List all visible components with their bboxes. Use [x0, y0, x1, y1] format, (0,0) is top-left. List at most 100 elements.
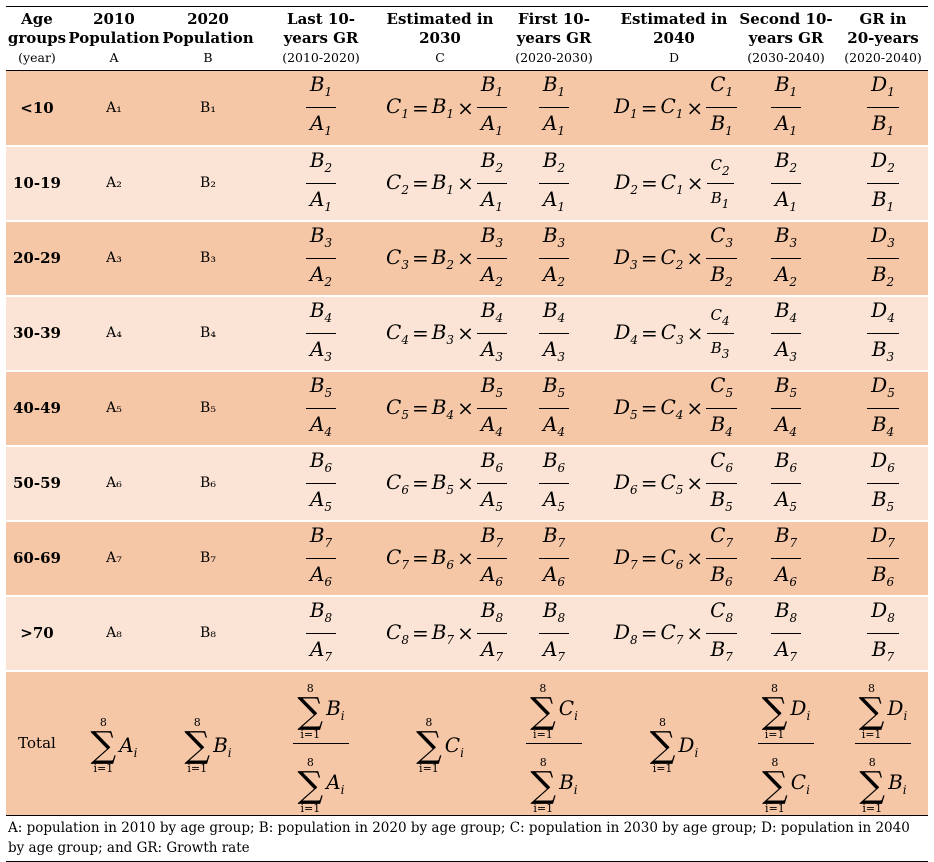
- column-header: Estimated in 2040 D: [614, 6, 734, 71]
- total-row: Total 8 ∑ i=1 Ai 8 ∑ i=1 Bi 8 ∑ i=1 Bi 8 ∑ i=1 Ai 8 ∑ i=1 Ci…: [6, 669, 928, 815]
- gr-20-years-formula: D3 B2: [838, 219, 928, 296]
- column-header-line: A: [109, 50, 119, 65]
- column-header-line: Population: [162, 29, 254, 47]
- projection-table: Age groups (year) 2010 Population A 2020 Popula…: [6, 6, 928, 815]
- table-row: 40-49 A₅ B₅ B5 A4 C5 = B4 × B5 A4 B5 A4 D5 = C4 × C5 B4 B5 A…: [6, 369, 928, 446]
- estimate-2030-formula: C1 = B1 × B1 A1: [386, 70, 508, 146]
- column-header-line: 2030: [419, 29, 461, 47]
- column-header-line: Age: [21, 10, 53, 28]
- column-header: GR in 20-years (2020-2040): [838, 6, 928, 71]
- population-2020-cell: B₁: [160, 70, 256, 146]
- estimate-2040-formula: D4 = C3 × C4 B3: [614, 294, 734, 371]
- second-gr-formula: B7 A6: [734, 519, 838, 596]
- column-header-line: (2030-2040): [747, 50, 825, 65]
- column-header-line: (2010-2020): [282, 50, 360, 65]
- estimate-2030-formula: C8 = B7 × B8 A7: [386, 594, 508, 671]
- second-gr-formula: B6 A5: [734, 444, 838, 521]
- estimate-2040-formula: D6 = C5 × C6 B5: [614, 444, 738, 521]
- estimate-2030-formula: C7 = B6 × B7 A6: [386, 519, 508, 596]
- column-header-line: Population: [68, 29, 160, 47]
- gr-20-years-formula: D2 B1: [838, 144, 928, 221]
- first-gr-formula: B6 A5: [494, 444, 614, 521]
- population-2020-cell: B₄: [160, 294, 256, 371]
- second-gr-formula: B4 A3: [734, 294, 838, 371]
- total-2040-formula: 8 ∑ i=1 Di: [614, 669, 734, 815]
- first-gr-formula: B4 A3: [494, 294, 614, 371]
- gr-20-years-formula: D4 B3: [838, 294, 928, 371]
- last-gr-formula: B3 A2: [256, 219, 386, 296]
- last-gr-formula: B4 A3: [256, 294, 386, 371]
- column-header-line: years GR: [516, 29, 592, 47]
- column-header-line: groups: [7, 29, 67, 47]
- column-header-line: Last 10-: [287, 10, 355, 28]
- population-2020-cell: B₅: [160, 369, 256, 446]
- estimate-2040-formula: D7 = C6 × C7 B6: [614, 519, 738, 596]
- total-first-gr-formula: 8 ∑ i=1 Ci 8 ∑ i=1 Bi: [494, 669, 614, 815]
- age-group-cell: 30-39: [6, 294, 68, 371]
- last-gr-formula: B5 A4: [256, 369, 386, 446]
- column-header: Estimated in 2030 C: [386, 6, 494, 71]
- estimate-2030-formula: C4 = B3 × B4 A3: [386, 294, 508, 371]
- population-2020-cell: B₆: [160, 444, 256, 521]
- age-group-cell: <10: [6, 70, 68, 146]
- column-header: 2010 Population A: [68, 6, 160, 71]
- column-header-line: Estimated in: [386, 10, 494, 28]
- total-last-gr-formula: 8 ∑ i=1 Bi 8 ∑ i=1 Ai: [256, 669, 386, 815]
- column-header-line: 2020: [187, 10, 229, 28]
- second-gr-formula: B5 A4: [734, 369, 838, 446]
- first-gr-formula: B3 A2: [494, 219, 614, 296]
- estimate-2030-formula: C2 = B1 × B2 A1: [386, 144, 508, 221]
- column-header: Last 10- years GR (2010-2020): [256, 6, 386, 71]
- last-gr-formula: B6 A5: [256, 444, 386, 521]
- column-header-line: 20-years: [847, 29, 919, 47]
- population-2010-cell: A₃: [68, 219, 160, 296]
- estimate-2040-formula: D8 = C7 × C8 B7: [614, 594, 738, 671]
- age-group-cell: 20-29: [6, 219, 68, 296]
- total-label: Total: [6, 669, 68, 815]
- population-2020-cell: B₃: [160, 219, 256, 296]
- column-header-line: Second 10-: [739, 10, 833, 28]
- column-header-line: (year): [18, 50, 56, 65]
- population-2020-cell: B₈: [160, 594, 256, 671]
- column-header: First 10- years GR (2020-2030): [494, 6, 614, 71]
- second-gr-formula: B1 A1: [734, 70, 838, 146]
- header-row: Age groups (year) 2010 Population A 2020 Popula…: [6, 6, 928, 71]
- population-2010-cell: A₈: [68, 594, 160, 671]
- table-row: 20-29 A₃ B₃ B3 A2 C3 = B2 × B3 A2 B3 A2 D3 = C2 × C3 B2 B3 A…: [6, 219, 928, 296]
- column-header-line: years GR: [748, 29, 824, 47]
- table-row: <10 A₁ B₁ B1 A1 C1 = B1 × B1 A1 B1 A1 D1 = C1 × C1 B1 B1 A1 D…: [6, 70, 928, 146]
- total-gr-20-formula: 8 ∑ i=1 Di 8 ∑ i=1 Bi: [838, 669, 928, 815]
- column-header-line: years GR: [283, 29, 359, 47]
- gr-20-years-formula: D6 B5: [838, 444, 928, 521]
- population-2010-cell: A₅: [68, 369, 160, 446]
- population-2010-cell: A₆: [68, 444, 160, 521]
- estimate-2030-formula: C3 = B2 × B3 A2: [386, 219, 508, 296]
- column-header: 2020 Population B: [160, 6, 256, 71]
- population-2020-cell: B₂: [160, 144, 256, 221]
- first-gr-formula: B1 A1: [494, 70, 614, 146]
- table-row: 60-69 A₇ B₇ B7 A6 C7 = B6 × B7 A6 B7 A6 D7 = C6 × C7 B6 B7 A…: [6, 519, 928, 596]
- first-gr-formula: B8 A7: [494, 594, 614, 671]
- column-header-line: B: [203, 50, 213, 65]
- table-row: 10-19 A₂ B₂ B2 A1 C2 = B1 × B2 A1 B2 A1 D2 = C1 × C2 B1 B2 A…: [6, 144, 928, 221]
- column-header: Second 10- years GR (2030-2040): [734, 6, 838, 71]
- gr-20-years-formula: D7 B6: [838, 519, 928, 596]
- table-footnote: A: population in 2010 by age group; B: p…: [6, 814, 928, 862]
- age-group-cell: >70: [6, 594, 68, 671]
- last-gr-formula: B1 A1: [256, 70, 386, 146]
- table-row: 30-39 A₄ B₄ B4 A3 C4 = B3 × B4 A3 B4 A3 D4 = C3 × C4 B3 B4 A…: [6, 294, 928, 371]
- age-group-cell: 50-59: [6, 444, 68, 521]
- first-gr-formula: B7 A6: [494, 519, 614, 596]
- last-gr-formula: B8 A7: [256, 594, 386, 671]
- table-container: Age groups (year) 2010 Population A 2020 Popula…: [6, 6, 928, 862]
- column-header-line: First 10-: [518, 10, 590, 28]
- age-group-cell: 60-69: [6, 519, 68, 596]
- column-header-line: (2020-2040): [844, 50, 922, 65]
- total-second-gr-formula: 8 ∑ i=1 Di 8 ∑ i=1 Ci: [734, 669, 838, 815]
- estimate-2040-formula: D2 = C1 × C2 B1: [614, 144, 734, 221]
- population-2010-cell: A₂: [68, 144, 160, 221]
- age-group-cell: 40-49: [6, 369, 68, 446]
- column-header-line: D: [668, 50, 680, 65]
- second-gr-formula: B2 A1: [734, 144, 838, 221]
- total-2030-formula: 8 ∑ i=1 Ci: [386, 669, 494, 815]
